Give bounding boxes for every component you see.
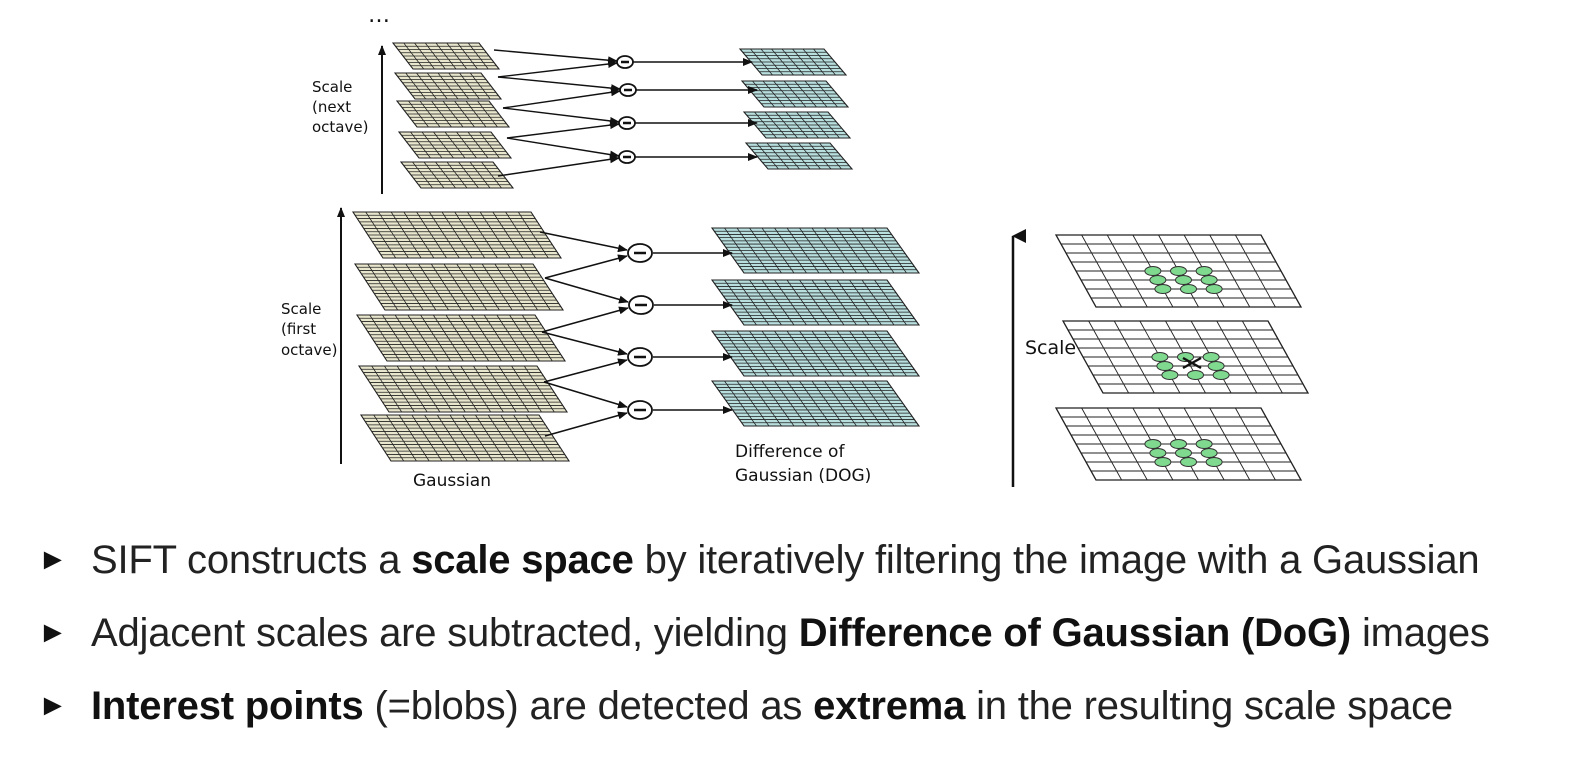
bullet-list: ► SIFT constructs a scale space by iterat… (38, 528, 1558, 747)
arrow-first-3b (543, 358, 628, 383)
arrow-first-2b (541, 306, 629, 333)
subtract-operator-next-2 (619, 83, 637, 97)
gaussian-layer-first-2 (353, 263, 565, 311)
bullet-text: Adjacent scales are subtracted, yielding (91, 611, 799, 655)
gaussian-layer-next-3 (395, 100, 511, 128)
gaussian-layer-next-1 (391, 42, 501, 70)
gaussian-label: Gaussian (413, 471, 491, 491)
extrema-layer-bottom (1054, 407, 1303, 481)
bullet-text: images (1351, 611, 1490, 655)
bullet-marker-icon: ► (38, 689, 68, 722)
sift-scale-space-diagram: … Scale (next octave) Scale (first octav… (281, 3, 1310, 491)
bullet-text: SIFT constructs a (91, 538, 412, 582)
gaussian-layer-first-1 (351, 211, 563, 259)
bullet-text: by iteratively filtering the image with … (633, 538, 1480, 582)
dog-layer-first-1 (710, 227, 921, 274)
scale-label: Scale (1025, 337, 1076, 359)
gaussian-layer-next-2 (393, 72, 503, 100)
subtract-operator-first-4 (627, 400, 653, 420)
bullet-emphasis: Interest points (91, 684, 364, 728)
bullet-emphasis: Difference of Gaussian (DoG) (798, 611, 1352, 655)
arrow-next-3a (502, 107, 620, 125)
bullet-text: (=blobs) are detected as (363, 684, 814, 728)
bullet-emphasis: scale space (411, 538, 634, 582)
scale-next-octave-label: Scale (next octave) (312, 78, 368, 136)
subtract-operator-first-2 (628, 295, 654, 315)
dog-layer-first-3 (710, 330, 921, 377)
extrema-layer-middle (1061, 320, 1310, 394)
dog-layer-first-2 (710, 279, 921, 326)
sample-point-marker (1182, 356, 1202, 370)
scale-first-octave-label: Scale (first octave) (281, 300, 337, 359)
arrow-next-1b (497, 60, 618, 78)
dog-layer-first-4 (710, 380, 921, 427)
arrow-first-3a (541, 331, 628, 356)
bullet-item: ► Interest points (=blobs) are detected a… (38, 674, 1558, 747)
arrow-first-1a (539, 231, 628, 253)
dog-layer-next-2 (740, 80, 850, 108)
gaussian-layer-first-5 (359, 414, 571, 462)
gaussian-layer-next-5 (399, 161, 515, 189)
subtract-operator-next-4 (618, 150, 636, 164)
subtraction-operators (616, 55, 654, 420)
gaussian-layer-first-3 (355, 314, 567, 362)
grid-layers (351, 42, 1310, 481)
arrow-next-2b (502, 88, 621, 109)
dog-layer-next-4 (744, 142, 854, 170)
bullet-marker-icon: ► (38, 543, 68, 576)
arrow-next-4a (506, 137, 620, 159)
arrow-next-2a (497, 76, 621, 93)
ellipsis-label: … (368, 3, 390, 28)
dog-label: Difference of Gaussian (DOG) (735, 442, 871, 486)
arrow-next-4b (497, 155, 620, 177)
subtract-operator-next-3 (618, 116, 636, 130)
extrema-layer-top (1054, 234, 1303, 308)
arrow-next-3b (506, 121, 620, 139)
gaussian-layer-next-4 (397, 131, 513, 159)
arrow-first-4b (544, 411, 628, 437)
dog-layer-next-1 (738, 48, 848, 76)
gaussian-layer-first-4 (357, 365, 569, 413)
subtract-operator-first-3 (627, 347, 653, 367)
bullet-emphasis: extrema (813, 684, 966, 728)
subtraction-arrows (493, 49, 758, 437)
arrow-first-4a (543, 381, 628, 409)
arrow-first-1b (544, 254, 628, 279)
bullet-text: in the resulting scale space (965, 684, 1453, 728)
subtract-operator-next-1 (616, 55, 634, 69)
bullet-marker-icon: ► (38, 616, 68, 649)
arrow-next-1a (493, 49, 618, 65)
bullet-item: ► SIFT constructs a scale space by iterat… (38, 528, 1558, 601)
bullet-item: ► Adjacent scales are subtracted, yieldin… (38, 601, 1558, 674)
dog-layer-next-3 (742, 111, 852, 139)
subtract-operator-first-1 (627, 243, 653, 263)
arrow-first-2a (544, 277, 629, 304)
